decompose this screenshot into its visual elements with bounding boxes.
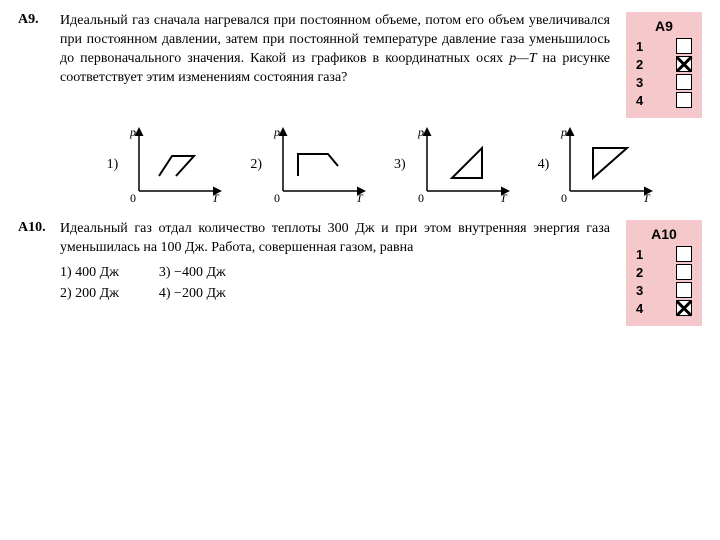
- question-a9: А9. Идеальный газ сначала нагревался при…: [18, 12, 702, 118]
- answer-a10-opt1-label: 1: [636, 247, 643, 262]
- q10-number: А10.: [18, 220, 60, 236]
- answer-a10-opt4[interactable]: 4: [636, 300, 692, 316]
- diagram-4-svg: p T 0: [555, 126, 655, 204]
- diagram-3: 3) p T 0: [394, 126, 512, 204]
- axis-p: p: [417, 126, 424, 139]
- diagram-2-num: 2): [250, 157, 262, 173]
- checkbox[interactable]: [676, 56, 692, 72]
- diagram-1-num: 1): [107, 157, 119, 173]
- q9-number: А9.: [18, 12, 60, 28]
- answer-a9-opt3[interactable]: 3: [636, 74, 692, 90]
- axis-p: p: [560, 126, 567, 139]
- answer-a10-opt4-label: 4: [636, 301, 643, 316]
- diagram-1: 1) p T 0: [107, 126, 225, 204]
- checkbox[interactable]: [676, 38, 692, 54]
- axis-t: T: [500, 191, 508, 204]
- q10-options-col2: 3) −400 Дж 4) −200 Дж: [159, 264, 226, 304]
- answer-box-a10-title: А10: [632, 226, 696, 242]
- q9-body: А9. Идеальный газ сначала нагревался при…: [18, 12, 618, 88]
- answer-a9-opt3-label: 3: [636, 75, 643, 90]
- q10-opt1: 1) 400 Дж: [60, 264, 119, 283]
- answer-a9-opt1[interactable]: 1: [636, 38, 692, 54]
- q10-options: 1) 400 Дж 2) 200 Дж 3) −400 Дж 4) −200 Д…: [60, 264, 610, 304]
- diagram-3-svg: p T 0: [412, 126, 512, 204]
- q9-pt-label: р—T: [509, 51, 536, 66]
- answer-box-a9: А9 1 2 3 4: [626, 12, 702, 118]
- checkbox[interactable]: [676, 264, 692, 280]
- axis-t: T: [643, 191, 651, 204]
- answer-a10-opt3[interactable]: 3: [636, 282, 692, 298]
- q9-diagrams: 1) p T 0 2) p T 0 3) p T 0: [60, 126, 702, 204]
- q10-opt2: 2) 200 Дж: [60, 285, 119, 304]
- diagram-4-num: 4): [538, 157, 550, 173]
- answer-box-a10: А10 1 2 3 4: [626, 220, 702, 326]
- axis-zero: 0: [561, 191, 567, 204]
- answer-a9-opt2-label: 2: [636, 57, 643, 72]
- answer-a9-opt4[interactable]: 4: [636, 92, 692, 108]
- checkbox[interactable]: [676, 92, 692, 108]
- answer-a9-opt4-label: 4: [636, 93, 643, 108]
- q10-body: А10. Идеальный газ отдал количество тепл…: [18, 220, 618, 304]
- answer-a10-opt3-label: 3: [636, 283, 643, 298]
- answer-a10-opt2-label: 2: [636, 265, 643, 280]
- checkbox[interactable]: [676, 300, 692, 316]
- axis-t: T: [356, 191, 364, 204]
- answer-box-a9-title: А9: [632, 18, 696, 34]
- axis-zero: 0: [418, 191, 424, 204]
- diagram-4: 4) p T 0: [538, 126, 656, 204]
- checkbox[interactable]: [676, 246, 692, 262]
- axis-zero: 0: [130, 191, 136, 204]
- q10-text: Идеальный газ отдал количество теплоты 3…: [60, 221, 610, 255]
- q10-options-col1: 1) 400 Дж 2) 200 Дж: [60, 264, 119, 304]
- answer-a10-opt2[interactable]: 2: [636, 264, 692, 280]
- answer-a9-opt2[interactable]: 2: [636, 56, 692, 72]
- diagram-1-svg: p T 0: [124, 126, 224, 204]
- answer-a9-opt1-label: 1: [636, 39, 643, 54]
- axis-zero: 0: [274, 191, 280, 204]
- q9-text: Идеальный газ сначала нагревался при пос…: [60, 12, 618, 88]
- axis-p: p: [129, 126, 136, 139]
- q10-opt4: 4) −200 Дж: [159, 285, 226, 304]
- checkbox[interactable]: [676, 282, 692, 298]
- q10-text-block: Идеальный газ отдал количество теплоты 3…: [60, 220, 618, 304]
- checkbox[interactable]: [676, 74, 692, 90]
- question-a10: А10. Идеальный газ отдал количество тепл…: [18, 220, 702, 326]
- axis-t: T: [212, 191, 220, 204]
- axis-p: p: [273, 126, 280, 139]
- q10-opt3: 3) −400 Дж: [159, 264, 226, 283]
- diagram-2: 2) p T 0: [250, 126, 368, 204]
- diagram-2-svg: p T 0: [268, 126, 368, 204]
- diagram-3-num: 3): [394, 157, 406, 173]
- answer-a10-opt1[interactable]: 1: [636, 246, 692, 262]
